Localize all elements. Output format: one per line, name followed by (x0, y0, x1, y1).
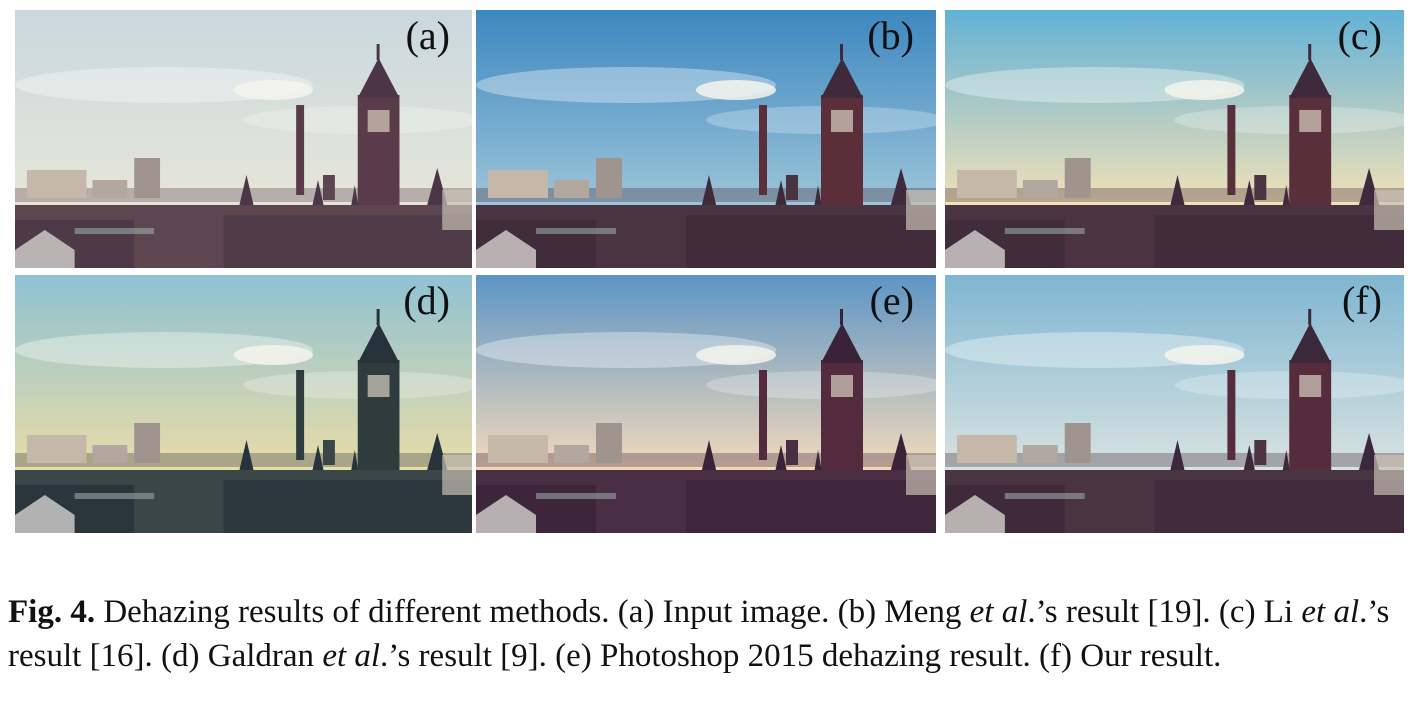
scene-image-e (476, 275, 936, 533)
caption-etal-3: et al (322, 638, 381, 674)
figure-caption: Fig. 4. Dehazing results of different me… (8, 590, 1404, 678)
panel-label-a: (a) (405, 13, 450, 58)
panel-b: (b) (476, 10, 936, 268)
panel-label-c: (c) (1337, 13, 1382, 58)
panel-a: (a) (15, 10, 472, 268)
caption-etal-1: et al (969, 594, 1028, 630)
caption-text-1: Dehazing results of different methods. (… (95, 594, 970, 630)
caption-text-2: .’s result [19]. (c) Li (1027, 594, 1302, 630)
panel-label-e: (e) (869, 278, 914, 323)
caption-etal-2: et al (1301, 594, 1360, 630)
panel-label-f: (f) (1342, 278, 1382, 323)
panel-f: (f) (945, 275, 1404, 533)
scene-image-f (945, 275, 1404, 533)
panel-e: (e) (476, 275, 936, 533)
panel-label-b: (b) (867, 13, 914, 58)
scene-image-c (945, 10, 1404, 268)
caption-text-3: .’s result [16]. (d) Galdran (8, 594, 1390, 674)
figure-label: Fig. 4. (8, 594, 96, 630)
scene-image-a (15, 10, 472, 268)
panel-label-d: (d) (403, 278, 450, 323)
scene-image-b (476, 10, 936, 268)
caption-text-4: .’s result [9]. (e) Photoshop 2015 dehaz… (380, 638, 1222, 674)
panel-d: (d) (15, 275, 472, 533)
scene-image-d (15, 275, 472, 533)
panel-c: (c) (945, 10, 1404, 268)
